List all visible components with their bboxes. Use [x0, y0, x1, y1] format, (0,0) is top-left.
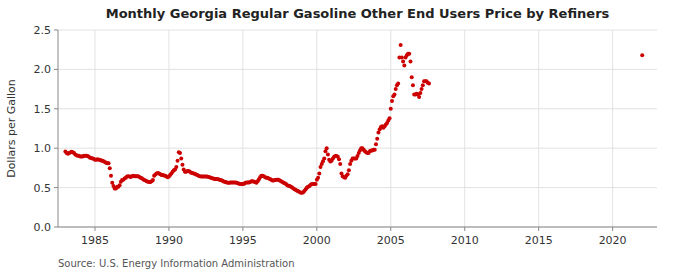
x-tick-label: 2015: [525, 234, 553, 247]
x-tick-label: 1990: [155, 234, 183, 247]
y-tick: [54, 108, 58, 109]
x-tick: [316, 227, 317, 231]
grid-line-x: [612, 30, 613, 227]
point: [325, 146, 329, 150]
x-tick-label: 1985: [81, 234, 109, 247]
y-tick: [54, 148, 58, 149]
point: [107, 161, 111, 165]
point: [402, 63, 406, 67]
grid-line-y: [58, 69, 657, 70]
y-axis-line: [58, 30, 59, 227]
y-tick-label: 0.0: [34, 221, 52, 234]
y-tick-label: 2.0: [34, 63, 52, 76]
point: [338, 162, 342, 166]
point: [174, 165, 178, 169]
point: [373, 148, 377, 152]
x-axis-line: [58, 227, 657, 228]
grid-line-y: [58, 108, 657, 109]
y-tick-label: 2.5: [34, 24, 52, 37]
source: Source: U.S. Energy Information Administ…: [58, 258, 295, 269]
point: [374, 142, 378, 146]
x-tick: [464, 227, 465, 231]
chart: 0.0 0.5 1.0 1.5 2.0 2.5 1985 1990 1995 2000 2005 20…: [0, 0, 675, 275]
point: [180, 163, 184, 167]
grid-line-x: [464, 30, 465, 227]
point: [390, 99, 394, 103]
point: [421, 83, 425, 87]
x-tick: [94, 227, 95, 231]
point: [109, 174, 113, 178]
y-tick: [54, 187, 58, 188]
point: [388, 116, 392, 120]
grid-line-x: [316, 30, 317, 227]
point: [417, 95, 421, 99]
title: Monthly Georgia Regular Gasoline Other E…: [106, 6, 610, 21]
point: [178, 151, 182, 155]
point: [394, 87, 398, 91]
point: [151, 178, 155, 182]
point: [407, 52, 411, 56]
point: [427, 82, 431, 86]
point: [316, 176, 320, 180]
point: [337, 157, 341, 161]
point: [420, 87, 424, 91]
grid-line-y: [58, 187, 657, 188]
point: [179, 156, 183, 160]
point: [418, 91, 422, 95]
point: [108, 166, 112, 170]
point: [396, 82, 400, 86]
point: [410, 75, 414, 79]
x-tick-label: 2010: [451, 234, 479, 247]
grid-line-x: [94, 30, 95, 227]
points: [63, 43, 644, 195]
x-tick: [612, 227, 613, 231]
x-tick: [242, 227, 243, 231]
point: [118, 183, 122, 187]
point: [375, 137, 379, 141]
x-tick-label: 2000: [303, 234, 331, 247]
x-tick: [538, 227, 539, 231]
point: [640, 53, 644, 57]
point: [400, 56, 404, 60]
point: [347, 168, 351, 172]
x-tick: [168, 227, 169, 231]
point: [408, 60, 412, 64]
point: [411, 83, 415, 87]
grid-line-x: [168, 30, 169, 227]
point: [389, 107, 393, 111]
point: [401, 60, 405, 64]
grid-line-x: [390, 30, 391, 227]
point: [314, 182, 318, 186]
y-tick-label: 1.0: [34, 142, 52, 155]
grid-line-x: [538, 30, 539, 227]
point: [317, 171, 321, 175]
x-tick: [390, 227, 391, 231]
y-tick: [54, 30, 58, 31]
grid-line-y: [58, 227, 657, 228]
grid-line-y: [58, 30, 657, 31]
point: [346, 172, 350, 176]
x-tick-label: 2020: [599, 234, 627, 247]
x-tick-label: 2005: [377, 234, 405, 247]
grid-line-y: [58, 148, 657, 149]
point: [322, 156, 326, 160]
axes: 0.0 0.5 1.0 1.5 2.0 2.5 1985 1990 1995 2000 2005 20…: [34, 24, 627, 247]
x-tick-label: 1995: [229, 234, 257, 247]
point: [392, 93, 396, 97]
y-tick-label: 1.5: [34, 103, 52, 116]
point: [399, 43, 403, 47]
y-tick: [54, 69, 58, 70]
y-axis-label: Dollars per Gallon: [5, 79, 18, 178]
y-tick: [54, 227, 58, 228]
point: [326, 153, 330, 157]
y-tick-label: 0.5: [34, 182, 52, 195]
point: [176, 159, 180, 163]
grid-line-x: [242, 30, 243, 227]
grid: [58, 30, 657, 227]
